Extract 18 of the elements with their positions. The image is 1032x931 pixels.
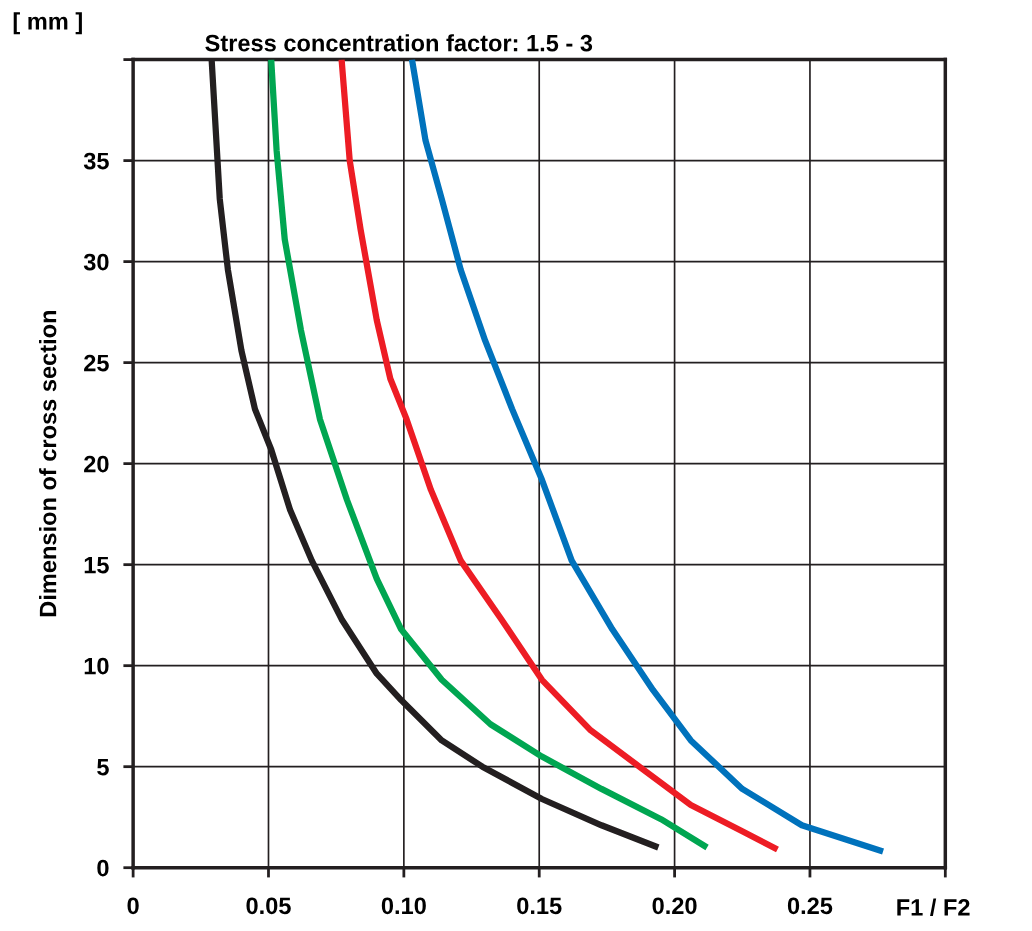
y-axis-title: Dimension of cross section [39, 310, 57, 617]
y-tick-label: 30 [83, 253, 109, 271]
y-tick-label: 10 [84, 657, 109, 675]
text: [ mm ] [13, 12, 82, 35]
x-tick-label: 0 [127, 897, 139, 915]
x-tick-label: 0.15 [517, 897, 562, 915]
chart-title: Stress concentration factor: 1.5 - 3 [205, 34, 593, 52]
y-tick-label: 20 [84, 455, 109, 473]
x-tick-label: 0.20 [652, 897, 697, 915]
x-tick-label: 0.25 [787, 897, 833, 915]
y-tick-label: 0 [97, 859, 109, 877]
y-tick-label: 5 [97, 758, 109, 776]
x-tick-label: 0.05 [246, 897, 291, 915]
y-tick-label: 15 [84, 556, 109, 574]
y-tick-label: 35 [83, 152, 109, 170]
x-axis-title: F1 / F2 [897, 898, 970, 916]
x-tick-label: 0.10 [381, 897, 426, 915]
y-tick-label: 25 [84, 354, 109, 372]
